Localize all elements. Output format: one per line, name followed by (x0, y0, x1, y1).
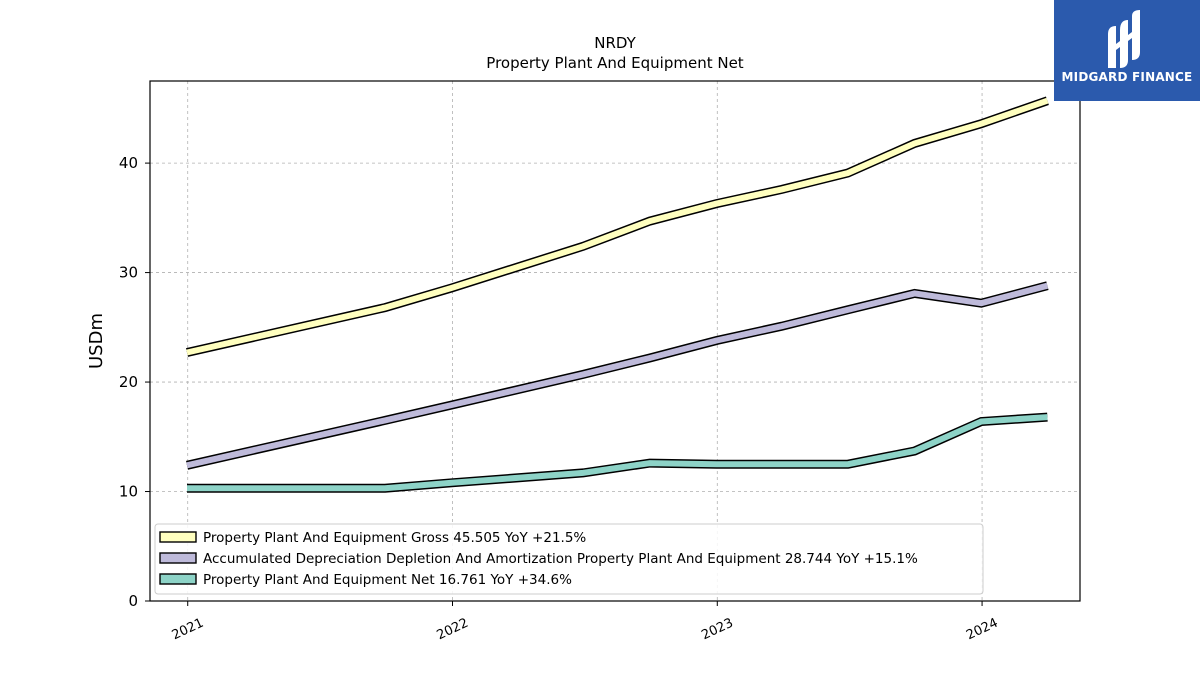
chart-subtitle: Property Plant And Equipment Net (486, 54, 743, 72)
series-group (186, 96, 1049, 493)
chart-title: NRDY (594, 34, 636, 52)
series-line-1 (186, 282, 1049, 469)
x-tick-label: 2023 (699, 616, 735, 644)
y-axis-label: USDm (86, 313, 107, 369)
legend-swatch-0 (159, 531, 197, 543)
legend-label-1: Accumulated Depreciation Depletion And A… (203, 551, 918, 567)
y-tick-label: 10 (119, 483, 138, 501)
logo-mark-icon (1108, 10, 1140, 68)
y-tick-label: 0 (128, 592, 138, 610)
legend-box (154, 523, 984, 595)
legend: Property Plant And Equipment Gross 45.50… (154, 523, 984, 595)
x-tick-label: 2021 (170, 616, 206, 644)
x-tick-label: 2022 (435, 616, 471, 644)
plot-frame (149, 80, 1081, 602)
logo-text: MIDGARD FINANCE (1061, 70, 1193, 84)
series-line-outline-2 (187, 412, 1048, 493)
midgard-finance-logo: MIDGARD FINANCE (1054, 0, 1200, 101)
grid (150, 81, 1080, 602)
legend-label-0: Property Plant And Equipment Gross 45.50… (203, 530, 586, 546)
legend-swatch-2 (159, 573, 197, 585)
y-tick-label: 20 (119, 373, 138, 391)
y-tick-label: 30 (119, 264, 138, 282)
series-line-outline-0 (186, 96, 1049, 357)
legend-swatch-1 (159, 552, 197, 564)
series-line-0 (186, 97, 1049, 356)
y-tick-label: 40 (119, 154, 138, 172)
x-tick-label: 2024 (964, 616, 1000, 644)
legend-label-2: Property Plant And Equipment Net 16.761 … (203, 572, 572, 588)
series-line-2 (187, 414, 1048, 492)
